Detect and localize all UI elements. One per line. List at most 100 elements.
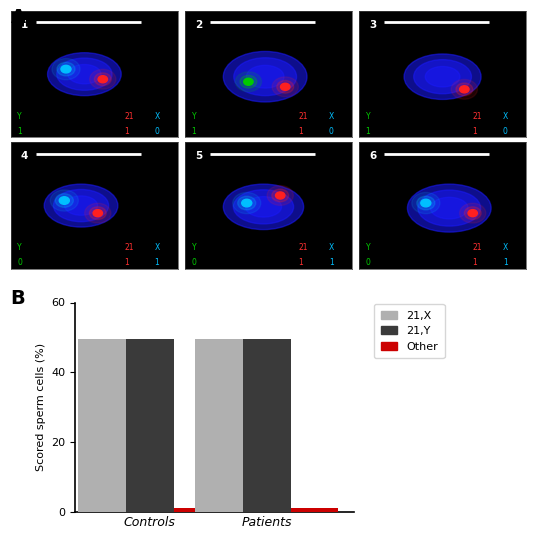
Text: A: A (11, 8, 26, 28)
Text: 1: 1 (473, 258, 477, 267)
Text: 1: 1 (366, 127, 371, 136)
Ellipse shape (223, 52, 307, 102)
Ellipse shape (57, 58, 112, 90)
Bar (291, 508, 338, 512)
Circle shape (93, 210, 103, 217)
Circle shape (50, 190, 78, 211)
Text: X: X (155, 243, 160, 252)
Circle shape (417, 196, 435, 210)
Text: 21: 21 (125, 112, 134, 121)
Circle shape (421, 199, 431, 207)
Ellipse shape (245, 196, 281, 217)
Circle shape (244, 78, 253, 85)
Text: 21: 21 (473, 112, 482, 121)
Text: Y: Y (192, 112, 196, 121)
Circle shape (272, 189, 289, 202)
Bar (243, 339, 291, 512)
Circle shape (59, 197, 69, 204)
Text: Y: Y (366, 112, 370, 121)
Ellipse shape (68, 64, 101, 84)
Text: X: X (503, 243, 508, 252)
Text: 21: 21 (125, 243, 134, 252)
Circle shape (272, 77, 299, 97)
Text: 3: 3 (369, 20, 376, 30)
Text: 1: 1 (329, 258, 333, 267)
Text: 1: 1 (155, 258, 159, 267)
Text: 4: 4 (21, 151, 28, 161)
Ellipse shape (64, 196, 98, 215)
Text: X: X (329, 112, 334, 121)
Text: 1: 1 (17, 127, 22, 136)
Circle shape (52, 58, 80, 80)
Text: 0: 0 (192, 258, 197, 267)
Bar (173, 508, 221, 512)
Text: 1: 1 (299, 258, 303, 267)
Circle shape (85, 204, 111, 223)
Circle shape (456, 83, 473, 96)
Text: 2: 2 (195, 20, 202, 30)
Circle shape (57, 62, 75, 76)
Ellipse shape (425, 67, 460, 87)
Text: Y: Y (366, 243, 370, 252)
Text: 0: 0 (366, 258, 371, 267)
Circle shape (460, 204, 486, 223)
Ellipse shape (234, 58, 296, 96)
Circle shape (98, 76, 107, 82)
Circle shape (240, 75, 257, 88)
Text: 1: 1 (473, 127, 477, 136)
Circle shape (460, 86, 469, 93)
Circle shape (235, 72, 262, 92)
Text: Y: Y (17, 112, 22, 121)
Ellipse shape (223, 184, 303, 229)
Circle shape (95, 73, 111, 86)
Text: 21: 21 (299, 112, 308, 121)
Circle shape (61, 65, 71, 73)
Text: 1: 1 (125, 127, 129, 136)
Text: X: X (155, 112, 160, 121)
Text: Y: Y (192, 243, 196, 252)
Text: 21: 21 (299, 243, 308, 252)
Circle shape (277, 80, 294, 93)
Text: X: X (329, 243, 334, 252)
Text: 0: 0 (329, 127, 333, 136)
Circle shape (451, 79, 477, 99)
Circle shape (275, 192, 285, 199)
Circle shape (90, 69, 116, 89)
Text: 5: 5 (195, 151, 202, 161)
Circle shape (267, 185, 293, 205)
Circle shape (465, 207, 481, 219)
Circle shape (233, 192, 261, 213)
Text: 21: 21 (473, 243, 482, 252)
Circle shape (242, 199, 252, 207)
Circle shape (89, 207, 106, 219)
Circle shape (280, 83, 290, 90)
Text: 0: 0 (17, 258, 23, 267)
Ellipse shape (404, 54, 481, 100)
Bar (195, 339, 243, 512)
Y-axis label: Scored sperm cells (%): Scored sperm cells (%) (36, 343, 46, 471)
Circle shape (412, 192, 440, 213)
Ellipse shape (418, 190, 481, 226)
Text: Y: Y (17, 243, 22, 252)
Ellipse shape (53, 189, 108, 222)
Text: 1: 1 (125, 258, 129, 267)
Bar (126, 339, 173, 512)
Text: 1: 1 (503, 258, 507, 267)
Text: 1: 1 (299, 127, 303, 136)
Ellipse shape (413, 59, 471, 94)
Circle shape (238, 196, 256, 210)
Ellipse shape (408, 184, 491, 232)
Text: 1: 1 (192, 127, 196, 136)
Text: 0: 0 (503, 127, 507, 136)
Ellipse shape (234, 190, 294, 224)
Text: 0: 0 (155, 127, 159, 136)
Text: 1: 1 (21, 20, 28, 30)
Ellipse shape (246, 65, 284, 88)
Bar (78, 339, 126, 512)
Ellipse shape (48, 53, 121, 96)
Text: B: B (11, 289, 25, 308)
Circle shape (468, 210, 477, 217)
Ellipse shape (44, 184, 118, 227)
Legend: 21,X, 21,Y, Other: 21,X, 21,Y, Other (374, 304, 445, 358)
Ellipse shape (431, 197, 468, 219)
